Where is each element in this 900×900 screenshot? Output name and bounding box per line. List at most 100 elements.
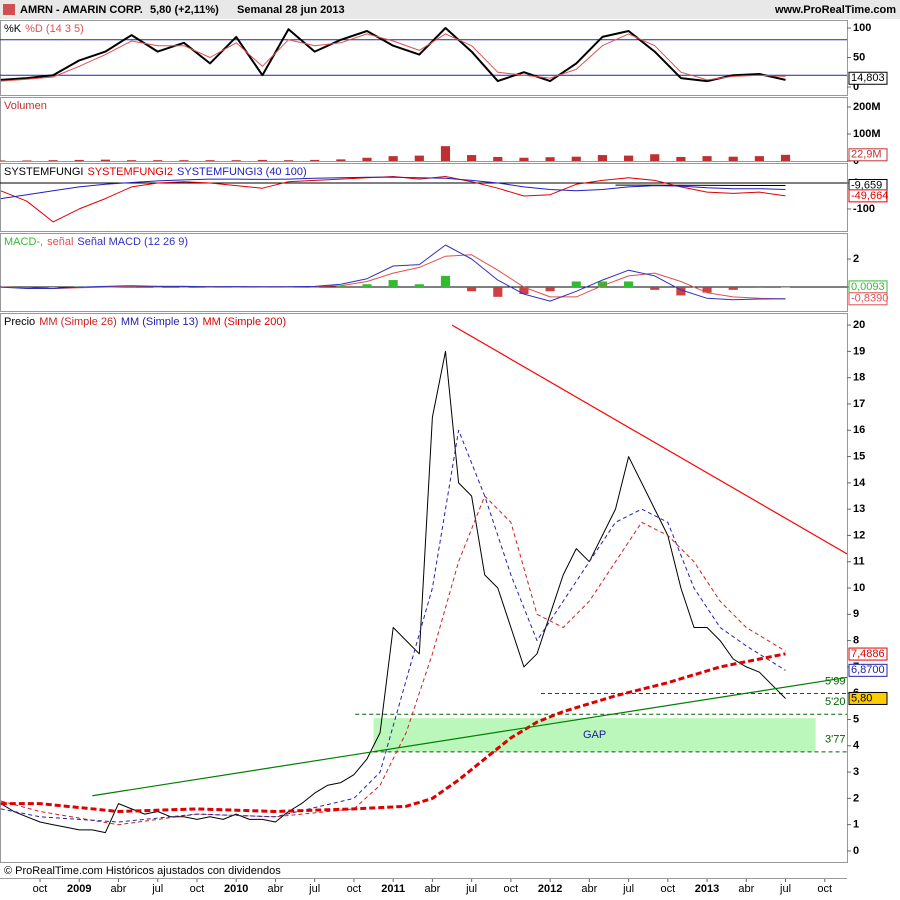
last-value-box	[848, 292, 888, 306]
last-value-box	[848, 189, 888, 203]
y-tick-label: 13	[853, 503, 865, 515]
last-value-label: -0,8390	[851, 293, 888, 305]
bar	[362, 284, 372, 288]
series-line	[0, 176, 786, 223]
bar	[388, 156, 398, 161]
bar	[336, 159, 346, 161]
x-tick-label: abr	[738, 883, 754, 895]
last-value-label: 5,80	[851, 692, 872, 704]
symbol: AMRN - AMARIN CORP.	[20, 4, 143, 16]
y-tick-label: 12	[853, 529, 865, 541]
bar	[0, 160, 6, 161]
legend-entry: SYSTEMFUNGI3 (40 100)	[177, 166, 307, 178]
x-tick-label: oct	[817, 883, 832, 895]
bar	[467, 287, 477, 292]
y-tick-label: 14	[853, 477, 866, 489]
series-line	[0, 176, 786, 200]
last-value-label: 6,8700	[851, 664, 885, 676]
y-tick-label: 5	[853, 713, 859, 725]
x-tick-label: abr	[581, 883, 597, 895]
bar	[48, 287, 58, 288]
x-tick-label: oct	[347, 883, 362, 895]
y-tick-label: 10	[853, 582, 865, 594]
bar	[702, 156, 712, 161]
bar	[519, 157, 529, 161]
series-line	[0, 254, 786, 300]
bar	[231, 287, 241, 288]
bar	[676, 156, 686, 161]
bar	[676, 287, 686, 296]
y-tick-label: 18	[853, 372, 865, 384]
y-tick-label: -100	[853, 203, 875, 215]
legend-entry: Precio	[4, 316, 35, 328]
last-value-box	[848, 647, 888, 661]
bar	[153, 287, 163, 288]
x-tick-label: oct	[33, 883, 48, 895]
legend-entry: MM (Simple 26)	[39, 316, 117, 328]
bar	[179, 287, 189, 288]
logo	[3, 4, 15, 15]
y-tick-label: 2	[853, 792, 859, 804]
bar	[414, 284, 424, 288]
x-tick-label: abr	[111, 883, 127, 895]
level-label: 5'99	[825, 675, 845, 687]
legend-entry: MACD-,	[4, 236, 43, 248]
y-tick-label: 16	[853, 424, 865, 436]
bar	[22, 160, 32, 161]
y-tick-label: 100	[853, 22, 871, 34]
bar	[310, 159, 320, 161]
level-label: 3'77	[825, 734, 845, 746]
bar	[100, 159, 110, 161]
bar	[257, 287, 267, 288]
x-tick-label: oct	[660, 883, 675, 895]
x-tick-label: jul	[465, 883, 477, 895]
bar	[467, 155, 477, 161]
last-value-box	[848, 148, 888, 162]
level-label: 5'20	[825, 696, 845, 708]
y-tick-label: 0	[853, 845, 859, 857]
bar	[728, 156, 738, 161]
bar	[624, 281, 634, 288]
site: www.ProRealTime.com	[774, 4, 896, 16]
last-value-label: 0,0093	[851, 281, 885, 293]
x-tick-label: jul	[779, 883, 791, 895]
bar	[48, 160, 58, 161]
bar	[231, 160, 241, 161]
footer: © ProRealTime.com Históricos ajustados c…	[4, 865, 281, 877]
bar	[545, 287, 555, 292]
bar	[493, 156, 503, 161]
series-line	[0, 429, 786, 823]
last-value-box	[848, 71, 888, 85]
period: Semanal 28 jun 2013	[237, 4, 345, 16]
bar	[780, 286, 791, 288]
header-bar	[0, 0, 900, 19]
x-tick-label: 2012	[538, 883, 562, 895]
bar	[650, 287, 660, 290]
bar	[571, 156, 581, 161]
bar	[126, 160, 137, 161]
y-tick-label: 2	[853, 253, 859, 265]
bar	[205, 160, 215, 161]
x-tick-label: jul	[622, 883, 634, 895]
series-line	[0, 244, 786, 302]
bar	[283, 160, 294, 161]
last-value-label: 22,9M	[851, 149, 882, 161]
y-tick-label: 50	[853, 51, 865, 63]
legend-entry: Volumen	[4, 100, 47, 112]
bar	[74, 159, 84, 161]
bar	[440, 146, 451, 161]
series-line	[0, 27, 786, 83]
x-tick-label: abr	[267, 883, 283, 895]
last-value-label: 7,4886	[851, 648, 885, 660]
x-tick-label: oct	[190, 883, 205, 895]
y-tick-label: 8	[853, 635, 859, 647]
bar	[336, 285, 346, 288]
x-tick-label: 2011	[381, 883, 405, 895]
legend-entry: SYSTEMFUNGI	[4, 166, 83, 178]
bar	[283, 287, 294, 288]
panel-frame	[0, 163, 848, 232]
bar	[440, 275, 451, 288]
bar	[780, 154, 791, 161]
x-tick-label: 2010	[224, 883, 248, 895]
